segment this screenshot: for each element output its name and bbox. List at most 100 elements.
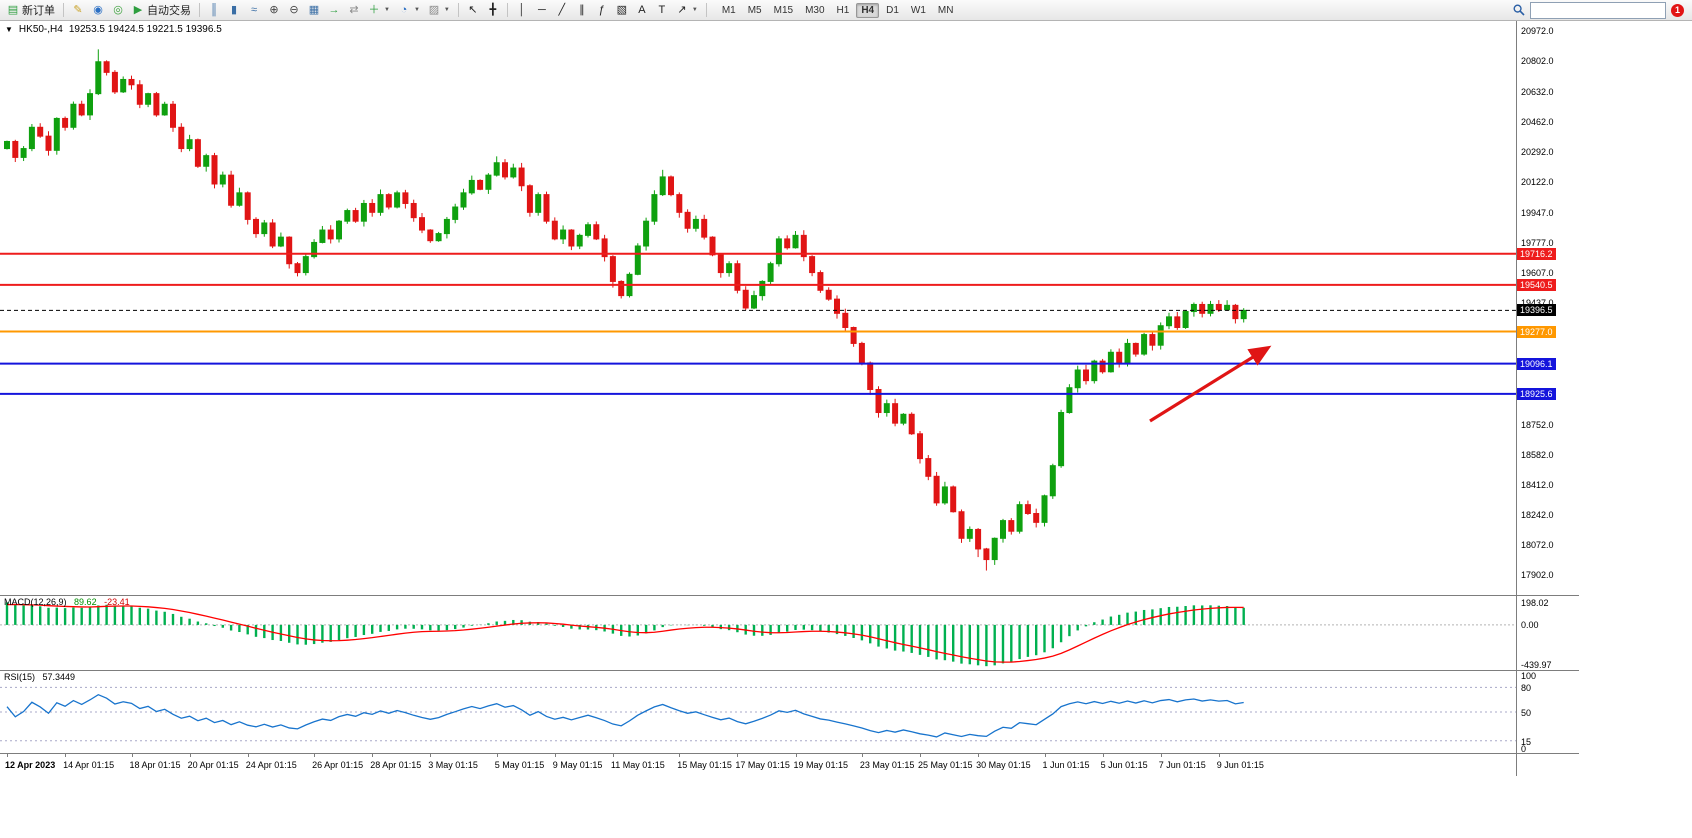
crosshair-icon[interactable]: ╋	[483, 0, 503, 20]
rsi-axis[interactable]: 1008050150	[1517, 671, 1579, 753]
timeframe-D1[interactable]: D1	[881, 3, 904, 18]
time-tick-mark	[737, 754, 738, 757]
time-label: 1 Jun 01:15	[1043, 760, 1090, 770]
search-input[interactable]	[1534, 3, 1670, 18]
price-tick-label: 19607.0	[1521, 268, 1554, 278]
candlestick-chart[interactable]	[0, 21, 1516, 595]
price-chart-canvas[interactable]: ▼ HK50-,H4 19253.5 19424.5 19221.5 19396…	[0, 21, 1517, 595]
chart-shift-icon[interactable]: ⇄	[344, 0, 364, 20]
time-label: 28 Apr 01:15	[370, 760, 421, 770]
rsi-canvas[interactable]: RSI(15) 57.3449	[0, 671, 1517, 753]
fibonacci-tool-icon[interactable]: ƒ	[592, 0, 612, 20]
tile-windows-icon[interactable]: ▦	[304, 0, 324, 20]
zoom-in-icon[interactable]: ⊕	[264, 0, 284, 20]
time-label: 7 Jun 01:15	[1159, 760, 1206, 770]
new-order-button[interactable]: ▤新订单	[3, 0, 59, 20]
periods-icon[interactable]: ◔▼	[394, 0, 424, 20]
time-tick-mark	[497, 754, 498, 757]
timeframe-MN[interactable]: MN	[933, 3, 959, 18]
price-axis[interactable]: 20972.020802.020632.020462.020292.020122…	[1517, 21, 1579, 595]
zoom-out-icon[interactable]: ⊖	[284, 0, 304, 20]
auto-scroll-icon: →	[328, 5, 340, 16]
time-tick-mark	[248, 754, 249, 757]
zoom-out-icon: ⊖	[288, 5, 300, 16]
text-tool-icon[interactable]: A	[632, 0, 652, 20]
macd-signal-line	[7, 605, 1244, 663]
price-tick-label: 18072.0	[1521, 540, 1554, 550]
resistance-level-axis-label: 19540.5	[1517, 279, 1556, 291]
time-tick-mark	[1045, 754, 1046, 757]
trend-arrow-annotation[interactable]	[1150, 349, 1266, 421]
macd-chart[interactable]	[0, 596, 1516, 670]
notification-badge[interactable]: 1	[1671, 4, 1684, 17]
channel-tool-icon[interactable]: ∥	[572, 0, 592, 20]
time-tick-mark	[430, 754, 431, 757]
time-axis-row: 12 Apr 202314 Apr 01:1518 Apr 01:1520 Ap…	[0, 753, 1579, 776]
price-tick-label: 18412.0	[1521, 480, 1554, 490]
time-tick-mark	[1161, 754, 1162, 757]
vertical-line-tool-icon[interactable]: │	[512, 0, 532, 20]
macd-tick-label: 0.00	[1521, 620, 1539, 630]
search-box	[1530, 2, 1666, 19]
one-click-trading-toggle[interactable]: ▼	[5, 26, 13, 34]
auto-trading-button[interactable]: ▶自动交易	[128, 0, 195, 20]
rsi-label: RSI(15) 57.3449	[4, 672, 75, 682]
tile-windows-icon: ▦	[308, 5, 320, 16]
cursor-icon[interactable]: ↖	[463, 0, 483, 20]
rsi-chart[interactable]	[0, 671, 1516, 753]
fibonacci-tool-icon: ƒ	[596, 5, 608, 16]
price-tick-label: 18752.0	[1521, 420, 1554, 430]
macd-axis[interactable]: 198.020.00-439.97	[1517, 596, 1579, 670]
time-label: 5 Jun 01:15	[1101, 760, 1148, 770]
shapes-tool-icon[interactable]: ▧	[612, 0, 632, 20]
macd-histogram	[7, 602, 1244, 666]
line-chart-style-icon[interactable]: ≈	[244, 0, 264, 20]
time-axis[interactable]: 12 Apr 202314 Apr 01:1518 Apr 01:1520 Ap…	[0, 754, 1517, 776]
time-label: 26 Apr 01:15	[312, 760, 363, 770]
horizontal-line-tool-icon[interactable]: ─	[532, 0, 552, 20]
toolbar-right: 1	[1513, 2, 1689, 19]
timeframe-M1[interactable]: M1	[717, 3, 741, 18]
macd-name: MACD(12,26,9)	[4, 597, 67, 607]
timeframe-M30[interactable]: M30	[800, 3, 829, 18]
time-label: 19 May 01:15	[794, 760, 849, 770]
time-tick-mark	[920, 754, 921, 757]
resistance-level-axis-label: 19716.2	[1517, 248, 1556, 260]
toolbar-separator	[507, 3, 508, 17]
periods-icon: ◔	[398, 5, 410, 16]
price-tick-label: 20292.0	[1521, 147, 1554, 157]
timeframe-M5[interactable]: M5	[743, 3, 767, 18]
timeframe-M15[interactable]: M15	[769, 3, 798, 18]
time-label: 17 May 01:15	[735, 760, 790, 770]
bar-chart-style-icon[interactable]: ║	[204, 0, 224, 20]
price-tick-label: 19947.0	[1521, 208, 1554, 218]
auto-scroll-icon[interactable]: →	[324, 0, 344, 20]
timeframe-W1[interactable]: W1	[906, 3, 931, 18]
horizontal-line-tool-icon: ─	[536, 5, 548, 16]
arrows-tool-icon[interactable]: ↗▼	[672, 0, 702, 20]
arrows-tool-icon: ↗	[676, 5, 688, 16]
candlestick-style-icon[interactable]: ▮	[224, 0, 244, 20]
toolbar-separator	[706, 3, 707, 17]
rsi-line	[7, 695, 1244, 737]
community-icon[interactable]: ◉	[88, 0, 108, 20]
auto-trading-label: 自动交易	[147, 2, 191, 18]
templates-icon[interactable]: ▨▼	[424, 0, 454, 20]
indicators-icon: ＋	[368, 5, 380, 16]
macd-canvas[interactable]: MACD(12,26,9) 89.62 -23.41	[0, 596, 1517, 670]
macd-signal-value: -23.41	[104, 597, 130, 607]
cursor-icon: ↖	[467, 5, 479, 16]
chart-window: ▼ HK50-,H4 19253.5 19424.5 19221.5 19396…	[0, 21, 1579, 776]
price-tick-label: 20972.0	[1521, 26, 1554, 36]
main-chart-row: ▼ HK50-,H4 19253.5 19424.5 19221.5 19396…	[0, 21, 1579, 595]
line-chart-style-icon: ≈	[248, 5, 260, 16]
support-icon[interactable]: ◎	[108, 0, 128, 20]
trendline-tool-icon[interactable]: ╱	[552, 0, 572, 20]
timeframe-H4[interactable]: H4	[856, 3, 879, 18]
time-tick-mark	[7, 754, 8, 757]
chart-shift-icon: ⇄	[348, 5, 360, 16]
timeframe-H1[interactable]: H1	[832, 3, 855, 18]
metaeditor-icon[interactable]: ✎	[68, 0, 88, 20]
indicators-icon[interactable]: ＋▼	[364, 0, 394, 20]
text-label-tool-icon[interactable]: T	[652, 0, 672, 20]
